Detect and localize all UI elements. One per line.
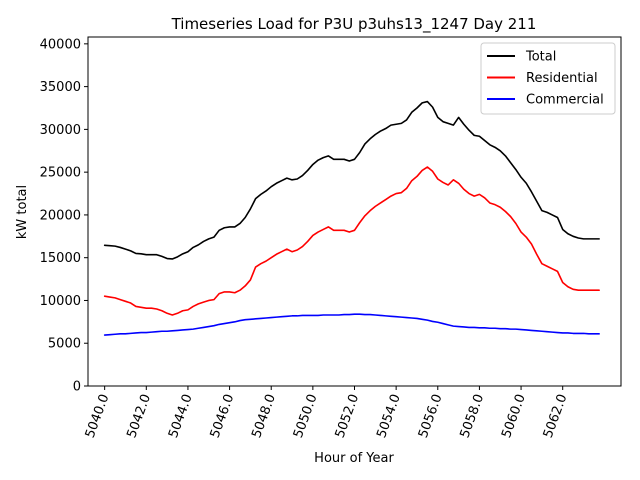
series-line-total xyxy=(103,100,600,260)
y-tick-label: 30000 xyxy=(40,123,81,138)
y-tick-label: 25000 xyxy=(40,166,81,181)
legend-label-commercial: Commercial xyxy=(526,93,604,108)
y-tick-label: 15000 xyxy=(40,251,81,266)
y-tick-label: 35000 xyxy=(40,80,81,95)
legend-label-total: Total xyxy=(525,50,556,65)
chart-title: Timeseries Load for P3U p3uhs13_1247 Day… xyxy=(171,15,537,34)
y-axis: 0 5000 10000 15000 20000 25000 30000 35000 40000 xyxy=(40,37,88,395)
series-line-residential xyxy=(103,166,600,316)
y-tick-label: 20000 xyxy=(40,208,81,223)
x-axis-label: Hour of Year xyxy=(314,451,394,466)
legend-label-residential: Residential xyxy=(526,71,598,86)
legend: Total Residential Commercial xyxy=(480,42,616,115)
series-layer xyxy=(103,100,600,336)
y-tick-label: 40000 xyxy=(40,37,81,52)
y-tick-label: 5000 xyxy=(48,337,81,352)
y-axis-label: kW total xyxy=(15,185,30,239)
y-tick-label: 10000 xyxy=(40,294,81,309)
legend-box xyxy=(480,42,616,115)
y-tick-label: 0 xyxy=(73,380,81,395)
series-line-commercial xyxy=(103,313,600,336)
